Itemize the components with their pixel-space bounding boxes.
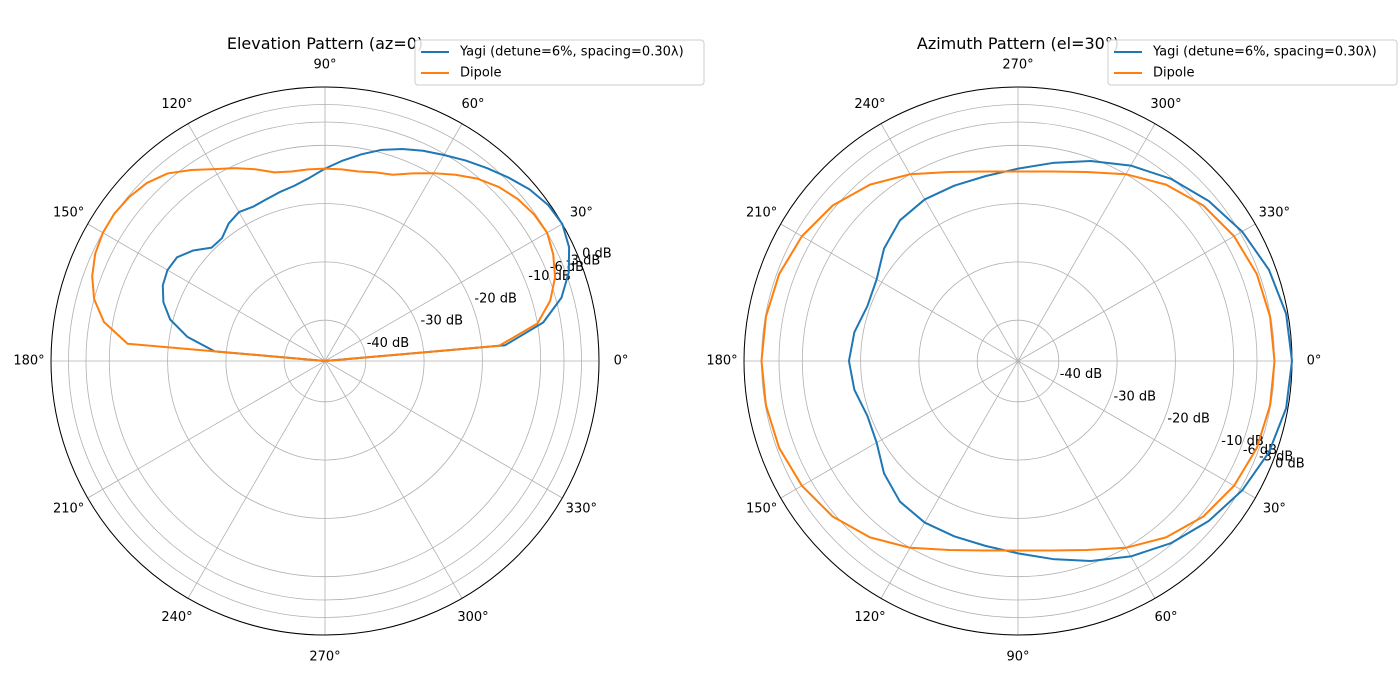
angular-gridline: [87, 360, 326, 499]
angular-gridline: [324, 223, 563, 362]
angle-tick-label: 90°: [313, 58, 336, 73]
angle-tick-label: 240°: [161, 610, 192, 625]
radial-tick-label: -10 dB: [1221, 434, 1264, 449]
angular-gridline: [187, 123, 326, 362]
angle-tick-label: 0°: [614, 354, 629, 369]
angle-tick-label: 120°: [854, 610, 885, 625]
angular-gridline: [1017, 360, 1156, 599]
angle-tick-label: 60°: [461, 97, 484, 112]
polar-frame: [50, 86, 600, 636]
angular-gridline: [324, 360, 463, 599]
series-line-dipole: [760, 170, 1276, 552]
legend-label: Dipole: [460, 66, 501, 81]
angle-tick-label: 150°: [53, 206, 84, 221]
radial-tick-label: -20 dB: [1167, 412, 1210, 427]
angle-tick-label: 330°: [1259, 206, 1290, 221]
angular-gridline: [780, 360, 1019, 499]
angular-gridline: [780, 223, 1019, 362]
angle-tick-label: 150°: [746, 502, 777, 517]
radial-tick-label: 0 dB: [1275, 456, 1305, 471]
angle-tick-label: 270°: [1002, 58, 1033, 73]
angular-gridline: [87, 223, 326, 362]
angular-gridline: [880, 360, 1019, 599]
angle-tick-label: 330°: [566, 502, 597, 517]
radial-tick-label: 0 dB: [582, 247, 612, 262]
legend: Yagi (detune=6%, spacing=0.30λ) Dipole: [1107, 39, 1398, 86]
radial-tick-label: -20 dB: [474, 291, 517, 306]
angle-tick-label: 240°: [854, 97, 885, 112]
chart-title: Azimuth Pattern (el=30°): [917, 34, 1119, 53]
angle-tick-label: 30°: [570, 206, 593, 221]
series-line-dipole: [91, 167, 557, 362]
angle-tick-label: 270°: [309, 650, 340, 665]
angular-gridline: [324, 360, 563, 499]
angle-tick-label: 300°: [1150, 97, 1181, 112]
angle-tick-label: 180°: [13, 354, 44, 369]
radial-tick-label: -40 dB: [367, 336, 410, 351]
angle-tick-label: 90°: [1006, 650, 1029, 665]
legend-box: [414, 39, 705, 86]
legend-label: Yagi (detune=6%, spacing=0.30λ): [459, 45, 684, 60]
radial-tick-label: -10 dB: [528, 269, 571, 284]
angle-tick-label: 210°: [746, 206, 777, 221]
radial-tick-label: -3 dB: [566, 253, 600, 268]
radial-tick-label: -6 dB: [550, 260, 584, 275]
angular-gridline: [1017, 223, 1256, 362]
angular-gridline: [324, 123, 463, 362]
angle-tick-label: 210°: [53, 502, 84, 517]
polar-chart-1: 0° 30° 60° 90° 120° 150° 180° 210° 240° 270° 300° 3…: [13, 34, 705, 665]
angular-gridline: [1017, 123, 1156, 362]
angular-gridline: [880, 123, 1019, 362]
angular-gridline: [1017, 360, 1256, 499]
angle-tick-label: 120°: [161, 97, 192, 112]
series-line-yagi: [847, 160, 1293, 562]
chart-title: Elevation Pattern (az=0): [227, 34, 423, 53]
legend: Yagi (detune=6%, spacing=0.30λ) Dipole: [414, 39, 705, 86]
legend-box: [1107, 39, 1398, 86]
angular-gridline: [187, 360, 326, 599]
radial-tick-label: -30 dB: [421, 314, 464, 329]
angle-tick-label: 0°: [1307, 354, 1322, 369]
radial-tick-label: -30 dB: [1114, 389, 1157, 404]
angle-tick-label: 180°: [706, 354, 737, 369]
legend-label: Yagi (detune=6%, spacing=0.30λ): [1152, 45, 1377, 60]
angle-tick-label: 60°: [1154, 610, 1177, 625]
polar-chart-2: 0° 30° 60° 90° 120° 150° 180° 210° 240° 270° 300° 3…: [706, 34, 1398, 665]
angle-tick-label: 300°: [457, 610, 488, 625]
legend-label: Dipole: [1153, 66, 1194, 81]
angle-tick-label: 30°: [1263, 502, 1286, 517]
radial-tick-label: -40 dB: [1060, 367, 1103, 382]
